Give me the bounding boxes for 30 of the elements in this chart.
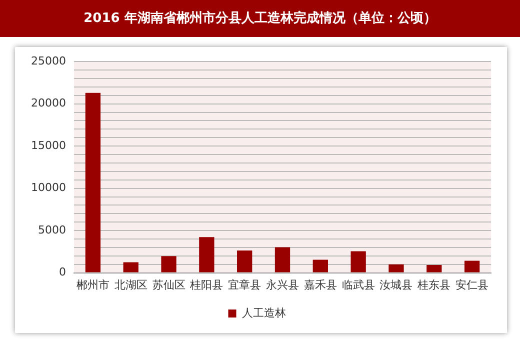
bar xyxy=(161,256,176,272)
x-tick-label: 北湖区 xyxy=(114,278,148,292)
bar xyxy=(274,247,290,272)
bar xyxy=(388,264,404,272)
y-tick-label: 0 xyxy=(58,266,66,279)
y-tick-label: 15000 xyxy=(30,138,66,152)
bar xyxy=(237,250,252,272)
legend-label: 人工造林 xyxy=(242,306,286,320)
bar xyxy=(123,262,138,272)
bar xyxy=(85,92,101,272)
x-tick-label: 宜章县 xyxy=(228,278,262,292)
bar xyxy=(199,237,214,272)
chart-title: 2016 年湖南省郴州市分县人工造林完成情况（单位：公顷） xyxy=(0,0,520,37)
bar xyxy=(350,251,366,272)
y-tick-label: 10000 xyxy=(30,181,66,194)
x-tick-label: 嘉禾县 xyxy=(304,278,337,292)
bar xyxy=(426,265,442,272)
x-tick-label: 桂东县 xyxy=(416,278,451,292)
y-tick-label: 20000 xyxy=(30,96,66,110)
y-tick-label: 5000 xyxy=(38,223,66,236)
x-tick-label: 临武县 xyxy=(342,278,375,292)
bar xyxy=(464,260,480,272)
bar xyxy=(312,260,328,272)
x-tick-label: 苏仙区 xyxy=(152,278,186,292)
x-tick-label: 郴州市 xyxy=(76,278,110,292)
x-tick-label: 永兴县 xyxy=(266,278,299,292)
x-tick-label: 桂阳县 xyxy=(189,278,224,292)
x-tick-label: 汝城县 xyxy=(380,278,413,292)
y-tick-label: 25000 xyxy=(30,54,66,68)
x-tick-label: 安仁县 xyxy=(456,278,489,292)
